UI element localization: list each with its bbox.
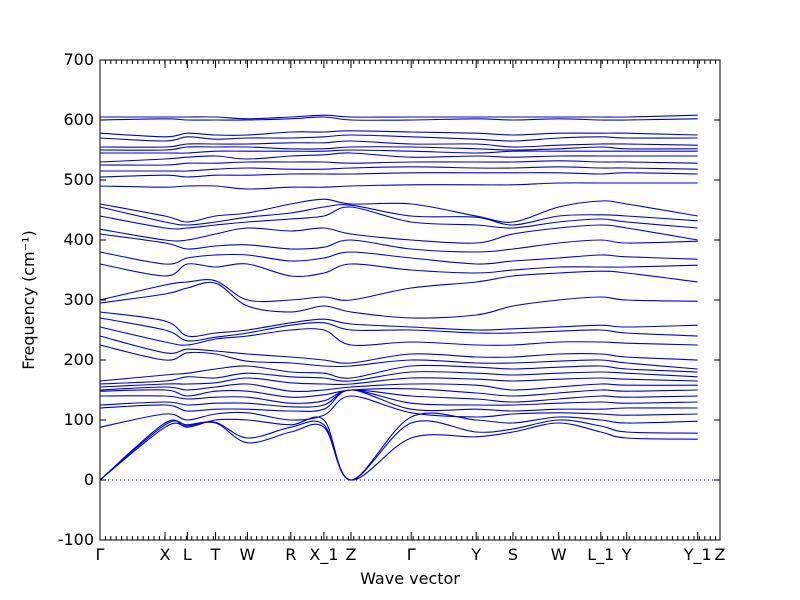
y-tick-label: 100 <box>63 410 94 429</box>
x-tick-label: Γ <box>96 545 105 564</box>
band-line-26 <box>99 198 698 223</box>
band-line-30 <box>99 160 698 166</box>
y-axis-label: Frequency (cm⁻¹) <box>19 230 38 369</box>
y-tick-label: 400 <box>63 230 94 249</box>
x-tick-label: Y <box>470 545 481 564</box>
y-axis-ticks: -100 0 100 200 300 400 500 600 700 <box>58 50 720 549</box>
band-line-8 <box>99 388 698 398</box>
band-line-14 <box>99 335 698 364</box>
band-line-10 <box>99 377 698 388</box>
band-line-25 <box>99 204 698 226</box>
x-tick-label: Z <box>715 545 726 564</box>
y-tick-label: 600 <box>63 110 94 129</box>
x-minor-ticks <box>99 60 717 540</box>
y-tick-label: 0 <box>84 470 94 489</box>
y-tick-label: 300 <box>63 290 94 309</box>
band-line-11 <box>99 371 698 385</box>
y-tick-label: 200 <box>63 350 94 369</box>
band-line-31 <box>99 152 698 163</box>
y-tick-label: -100 <box>58 530 94 549</box>
band-line-9 <box>99 383 698 393</box>
x-tick-label: Z <box>346 545 357 564</box>
x-tick-label: Γ <box>407 545 416 564</box>
band-line-36 <box>99 130 698 138</box>
x-tick-label: L_1 <box>587 545 614 565</box>
band-line-23 <box>99 224 698 244</box>
y-tick-label: 700 <box>63 50 94 69</box>
band-line-37 <box>99 116 698 121</box>
x-tick-label: W <box>551 545 567 564</box>
band-line-29 <box>99 166 698 172</box>
x-tick-label: Y <box>621 545 632 564</box>
x-tick-label: S <box>508 545 518 564</box>
band-line-27 <box>99 182 698 190</box>
band-line-20 <box>99 263 698 277</box>
y-tick-label: 500 <box>63 170 94 189</box>
band-line-34 <box>99 140 698 148</box>
band-line-18 <box>99 281 698 319</box>
band-line-17 <box>99 311 698 338</box>
band-line-35 <box>99 134 698 142</box>
band-line-22 <box>99 233 698 253</box>
x-tick-label: R <box>285 545 296 564</box>
band-line-33 <box>99 146 698 151</box>
x-tick-label: T <box>210 545 221 564</box>
x-axis-label: Wave vector <box>360 569 460 588</box>
band-line-38 <box>100 114 698 120</box>
x-axis-ticks: Γ X L T W R X_1 Z Γ Y S W L_1 Y Y_1 Z <box>96 60 726 565</box>
band-line-21 <box>99 251 698 265</box>
x-tick-label: L <box>183 545 192 564</box>
band-line-15 <box>99 326 698 346</box>
band-line-28 <box>99 172 698 178</box>
x-tick-label: X_1 <box>309 545 338 565</box>
band-line-19 <box>99 270 698 303</box>
band-line-16 <box>99 317 698 342</box>
band-line-2 <box>99 419 698 481</box>
band-line-12 <box>99 364 698 382</box>
band-line-4 <box>99 395 698 428</box>
x-tick-label: X <box>160 545 171 564</box>
band-line-3 <box>99 412 698 481</box>
band-line-13 <box>99 344 698 370</box>
band-lines <box>99 114 698 481</box>
band-line-32 <box>100 149 698 154</box>
band-line-24 <box>99 206 698 230</box>
x-tick-label: W <box>240 545 256 564</box>
x-tick-label: Y_1 <box>683 545 712 565</box>
